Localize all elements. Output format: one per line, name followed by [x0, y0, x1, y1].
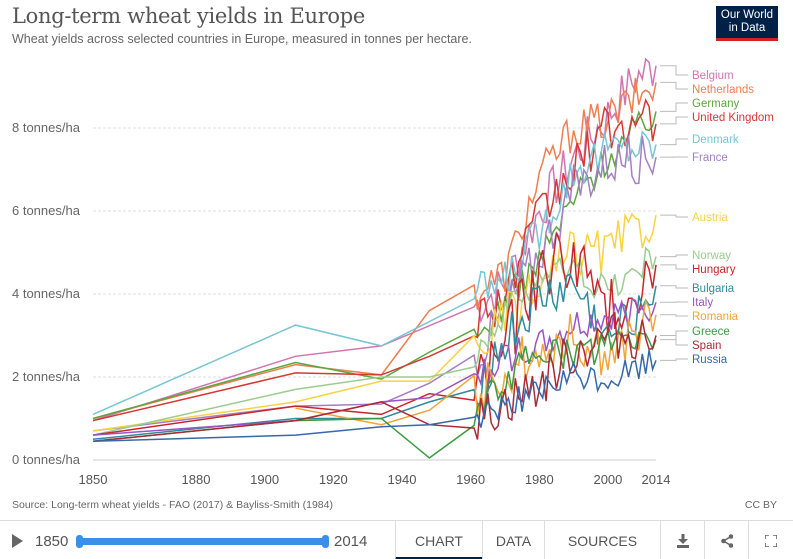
controls-footer: 1850 2014 CHART DATA SOURCES [0, 520, 793, 559]
x-tick-label: 1980 [525, 472, 554, 487]
series-line-denmark[interactable] [92, 130, 657, 416]
share-icon [720, 533, 733, 548]
legend-connector [660, 214, 688, 218]
x-tick-label: 1960 [456, 472, 485, 487]
legend-label-hungary[interactable]: Hungary [692, 264, 736, 276]
gridlines [93, 127, 656, 461]
source-note: Source: Long-term wheat yields - FAO (20… [12, 499, 333, 511]
series-line-russia[interactable] [92, 349, 657, 443]
fullscreen-icon [764, 534, 777, 547]
y-tick-label: 6 tonnes/ha [12, 203, 81, 218]
license-link[interactable]: CC BY [744, 499, 777, 511]
series-line-norway[interactable] [92, 246, 657, 436]
x-tick-label: 1940 [388, 472, 417, 487]
timeline-start-year: 1850 [35, 533, 69, 550]
legend-label-belgium[interactable]: Belgium [692, 70, 734, 82]
timeline-slider[interactable] [76, 535, 329, 548]
y-axis-ticks: 0 tonnes/ha 2 tonnes/ha 4 tonnes/ha 6 tonne… [12, 120, 81, 467]
y-tick-label: 0 tonnes/ha [12, 452, 81, 467]
legend-connector [660, 358, 688, 361]
tab-sources[interactable]: SOURCES [544, 521, 660, 559]
series-line-france[interactable] [92, 135, 657, 432]
series-line-bulgaria[interactable] [92, 272, 657, 441]
x-tick-label: 1920 [319, 472, 348, 487]
legend-label-norway[interactable]: Norway [692, 250, 731, 262]
series-line-austria[interactable] [92, 212, 657, 432]
tab-data[interactable]: DATA [482, 521, 544, 559]
owid-logo[interactable]: Our World in Data [716, 6, 778, 41]
series-line-hungary[interactable] [92, 232, 657, 436]
x-tick-label: 1880 [182, 472, 211, 487]
legend-connector [660, 116, 688, 125]
share-button[interactable] [704, 521, 748, 559]
legend-label-italy[interactable]: Italy [692, 297, 713, 309]
legend-connector [660, 81, 688, 90]
logo-line-1: Our World [720, 9, 774, 21]
series-lines [92, 57, 657, 459]
timeline-start-handle[interactable] [76, 535, 83, 548]
legend-label-france[interactable]: France [692, 152, 728, 164]
legend-connector [660, 314, 688, 317]
legend-connector [660, 138, 688, 146]
logo-line-2: in Data [728, 22, 766, 34]
timeline-end-handle[interactable] [322, 535, 329, 548]
legend-label-netherlands[interactable]: Netherlands [692, 84, 754, 96]
legend-connector [660, 254, 688, 258]
fullscreen-button[interactable] [748, 521, 792, 559]
series-line-netherlands[interactable] [92, 77, 657, 420]
legend-label-spain[interactable]: Spain [692, 340, 721, 352]
series-line-united-kingdom[interactable] [92, 98, 657, 422]
legend-label-russia[interactable]: Russia [692, 354, 728, 366]
x-tick-label: 1900 [250, 472, 279, 487]
legend: Belgium Netherlands Germany United Kingdom D… [660, 65, 774, 366]
download-icon [676, 533, 689, 548]
series-line-spain[interactable] [92, 311, 657, 443]
chart-subtitle: Wheat yields across selected countries i… [12, 32, 472, 46]
x-tick-label: 2014 [642, 472, 671, 487]
x-axis-ticks: 1850 1880 1900 1920 1940 1960 1980 2000 2014 [79, 472, 671, 487]
legend-label-austria[interactable]: Austria [692, 212, 728, 224]
x-tick-label: 1850 [79, 472, 108, 487]
legend-connector [660, 285, 688, 289]
y-tick-label: 8 tonnes/ha [12, 120, 81, 135]
legend-label-denmark[interactable]: Denmark [692, 134, 739, 146]
legend-connector [660, 335, 688, 346]
y-tick-label: 2 tonnes/ha [12, 369, 81, 384]
legend-label-bulgaria[interactable]: Bulgaria [692, 283, 735, 295]
legend-label-united-kingdom[interactable]: United Kingdom [692, 112, 774, 124]
download-button[interactable] [660, 521, 704, 559]
x-tick-label: 2000 [593, 472, 622, 487]
legend-connector [660, 65, 688, 76]
series-line-belgium[interactable] [92, 57, 657, 422]
y-tick-label: 4 tonnes/ha [12, 286, 81, 301]
play-icon[interactable] [12, 534, 23, 548]
timeline-end-year: 2014 [334, 533, 368, 550]
line-chart: 0 tonnes/ha 2 tonnes/ha 4 tonnes/ha 6 tonne… [12, 57, 774, 487]
legend-label-romania[interactable]: Romania [692, 311, 739, 323]
chart-title: Long-term wheat yields in Europe [12, 4, 366, 28]
tab-chart[interactable]: CHART [395, 521, 482, 559]
legend-label-germany[interactable]: Germany [692, 98, 740, 110]
legend-connector [660, 102, 688, 112]
legend-connector [660, 264, 688, 270]
legend-label-greece[interactable]: Greece [692, 326, 730, 338]
